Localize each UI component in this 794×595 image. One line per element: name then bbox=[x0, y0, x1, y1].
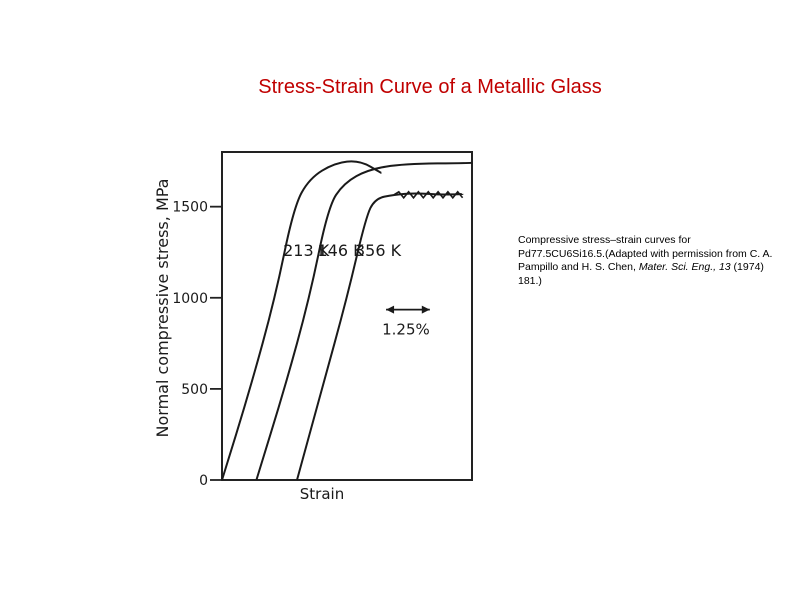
slide-title: Stress-Strain Curve of a Metallic Glass bbox=[258, 76, 602, 98]
series-label-1: 146 K bbox=[318, 241, 365, 260]
series-line-1 bbox=[255, 161, 473, 481]
scale-bar-right-arrow bbox=[421, 305, 430, 314]
y-tick-label: 0 bbox=[199, 473, 208, 489]
scale-bar-label: 1.25% bbox=[382, 321, 430, 339]
plot-frame bbox=[221, 151, 473, 481]
series-label-2: 356 K bbox=[355, 241, 402, 260]
scale-bar-left-arrow bbox=[386, 305, 395, 314]
x-axis-label: Strain bbox=[300, 485, 344, 503]
y-tick-label: 1500 bbox=[172, 200, 208, 216]
caption-journal: Mater. Sci. Eng., 13 bbox=[638, 261, 731, 273]
stress-strain-chart: 0 500 1000 1500 Normal compressive stress, … bbox=[153, 151, 473, 503]
serration-line bbox=[393, 190, 464, 200]
series-line-2 bbox=[296, 192, 464, 481]
caption-end: (1974) 181.) bbox=[518, 261, 764, 287]
y-tick-label: 500 bbox=[181, 382, 208, 398]
y-tick-label: 1000 bbox=[172, 291, 208, 307]
series-label-0: 213 K bbox=[283, 241, 330, 260]
caption-text: Compressive stress–strain curves for Pd7… bbox=[518, 234, 773, 273]
series-line-0 bbox=[221, 160, 382, 481]
figure-caption: Compressive stress–strain curves for Pd7… bbox=[518, 234, 776, 288]
y-axis-label: Normal compressive stress, MPa bbox=[153, 179, 172, 438]
